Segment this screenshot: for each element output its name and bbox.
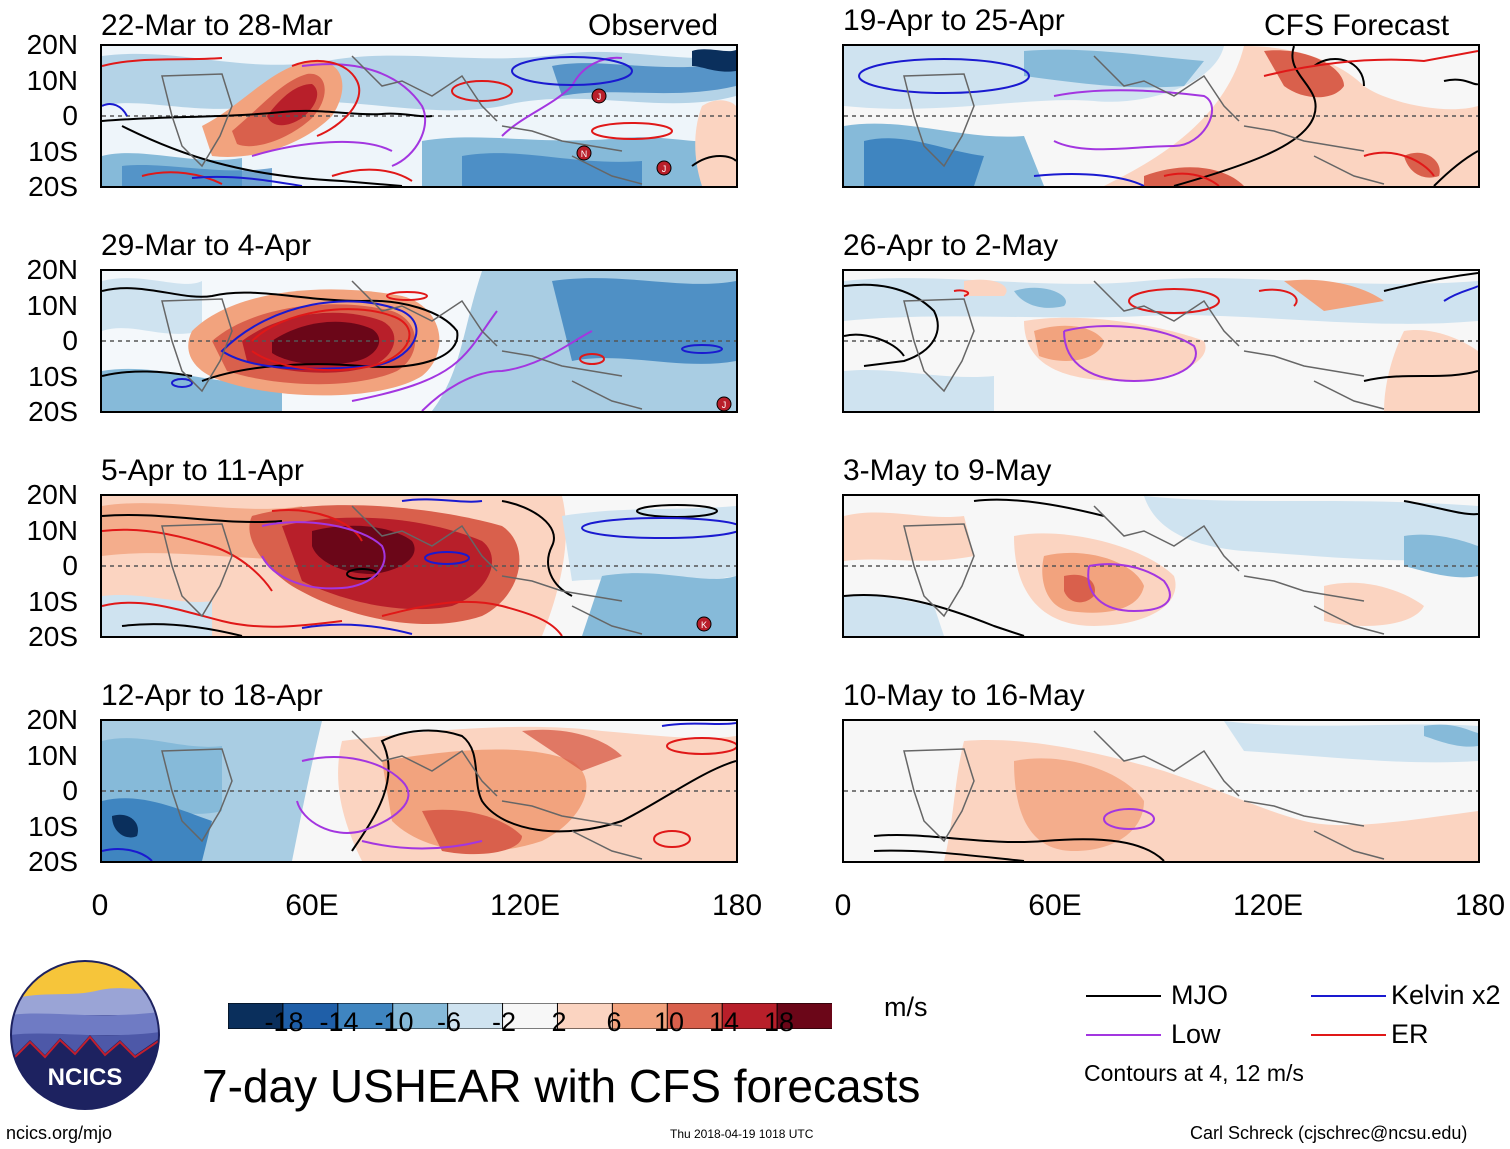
panel-title: 12-Apr to 18-Apr bbox=[101, 679, 323, 712]
y-tick: 20N bbox=[26, 254, 78, 285]
map-plot bbox=[844, 496, 1478, 636]
colorbar-label: -6 bbox=[436, 1007, 461, 1037]
website-link[interactable]: ncics.org/mjo bbox=[6, 1123, 113, 1143]
map-plot bbox=[844, 271, 1478, 411]
ncics-logo: NCICS bbox=[10, 960, 160, 1110]
colorbar-swatch bbox=[227, 1002, 284, 1030]
y-tick: 20S bbox=[28, 621, 78, 652]
storm-marker bbox=[716, 396, 732, 411]
colorbar-swatch bbox=[611, 1002, 669, 1030]
timestamp: Thu 2018-04-19 1018 UTC bbox=[670, 1127, 814, 1141]
map-plot: K bbox=[102, 496, 736, 636]
legend-label-kelvin: Kelvin x2 bbox=[1391, 980, 1501, 1010]
storm-marker bbox=[696, 616, 712, 632]
legend-label-mjo: MJO bbox=[1171, 980, 1228, 1010]
colorbar-swatch bbox=[721, 1002, 779, 1030]
colorbar-label: 6 bbox=[606, 1007, 622, 1037]
colorbar-unit: m/s bbox=[884, 992, 928, 1022]
colorbar-label: 14 bbox=[708, 1007, 740, 1037]
y-tick: 20S bbox=[28, 171, 78, 202]
x-tick: 120E bbox=[489, 889, 561, 922]
map-plot bbox=[844, 721, 1478, 861]
storm-marker bbox=[591, 88, 607, 104]
colorbar bbox=[227, 1002, 834, 1030]
main-title: 7-day USHEAR with CFS forecasts bbox=[202, 1060, 921, 1112]
x-tick: 180 bbox=[711, 889, 763, 922]
colorbar-label: 10 bbox=[653, 1007, 685, 1037]
forecast-column-header: CFS Forecast bbox=[1264, 9, 1450, 42]
logo-text: NCICS bbox=[48, 1064, 123, 1091]
y-tick: 20N bbox=[26, 479, 78, 510]
map-plot bbox=[844, 46, 1478, 186]
panel-title: 19-Apr to 25-Apr bbox=[843, 4, 1065, 37]
x-tick: 60E bbox=[285, 889, 339, 922]
map-plot: J N J bbox=[102, 46, 736, 186]
panel-title: 22-Mar to 28-Mar bbox=[101, 9, 333, 42]
y-tick: 0 bbox=[62, 775, 78, 806]
map-panel-12apr-18apr bbox=[100, 719, 738, 863]
y-tick: 10N bbox=[26, 65, 78, 96]
storm-marker-label: J bbox=[722, 400, 727, 410]
legend-swatch-kelvin bbox=[1311, 995, 1386, 997]
y-tick: 10N bbox=[26, 290, 78, 321]
map-plot bbox=[102, 721, 736, 861]
map-panel-5apr-11apr: K bbox=[100, 494, 738, 638]
legend-label-low: Low bbox=[1171, 1019, 1221, 1049]
colorbar-swatches bbox=[227, 1002, 834, 1030]
y-tick: 20N bbox=[26, 29, 78, 60]
panel-title: 3-May to 9-May bbox=[843, 454, 1052, 487]
map-plot: J bbox=[102, 271, 736, 411]
map-panel-29mar-4apr: J bbox=[100, 269, 738, 413]
colorbar-label: 18 bbox=[763, 1007, 795, 1037]
x-tick: 0 bbox=[834, 889, 852, 922]
colorbar-label: -10 bbox=[374, 1007, 414, 1037]
colorbar-label: -2 bbox=[491, 1007, 516, 1037]
y-tick: 10S bbox=[28, 136, 78, 167]
y-tick: 0 bbox=[62, 325, 78, 356]
storm-marker-label: K bbox=[701, 620, 707, 630]
colorbar-label: -18 bbox=[264, 1007, 304, 1037]
y-tick: 20S bbox=[28, 396, 78, 427]
colorbar-label: -14 bbox=[319, 1007, 359, 1037]
map-panel-26apr-2may bbox=[842, 269, 1480, 413]
y-tick: 10N bbox=[26, 740, 78, 771]
storm-marker bbox=[656, 160, 672, 176]
colorbar-label: 2 bbox=[551, 1007, 567, 1037]
y-tick: 10N bbox=[26, 515, 78, 546]
map-panel-3may-9may bbox=[842, 494, 1480, 638]
x-tick: 60E bbox=[1028, 889, 1082, 922]
y-tick: 0 bbox=[62, 550, 78, 581]
x-tick: 120E bbox=[1232, 889, 1304, 922]
y-tick: 20S bbox=[28, 846, 78, 877]
contour-legend: MJO Kelvin x2 Low ER bbox=[1086, 978, 1506, 1088]
y-tick: 20N bbox=[26, 704, 78, 735]
colorbar-swatch bbox=[447, 1002, 504, 1030]
legend-label-er: ER bbox=[1391, 1019, 1429, 1049]
panel-title: 10-May to 16-May bbox=[843, 679, 1085, 712]
storm-marker-label: N bbox=[581, 149, 588, 159]
map-panel-22mar-28mar: J N J bbox=[100, 44, 738, 188]
legend-swatch-low bbox=[1086, 1034, 1161, 1036]
legend-swatch-mjo bbox=[1086, 995, 1161, 997]
logo-icon: NCICS bbox=[10, 960, 160, 1110]
observed-column-header: Observed bbox=[588, 9, 719, 42]
y-tick: 10S bbox=[28, 586, 78, 617]
credit: Carl Schreck (cjschrec@ncsu.edu) bbox=[1190, 1123, 1468, 1143]
panel-title: 26-Apr to 2-May bbox=[843, 229, 1059, 262]
map-panel-19apr-25apr bbox=[842, 44, 1480, 188]
legend-swatch-er bbox=[1311, 1034, 1386, 1036]
storm-marker-label: J bbox=[662, 164, 667, 174]
panel-title: 5-Apr to 11-Apr bbox=[101, 454, 304, 487]
x-tick: 0 bbox=[91, 889, 109, 922]
y-tick: 0 bbox=[62, 100, 78, 131]
y-tick: 10S bbox=[28, 361, 78, 392]
x-tick: 180 bbox=[1454, 889, 1506, 922]
y-tick: 10S bbox=[28, 811, 78, 842]
storm-marker bbox=[576, 145, 592, 161]
colorbar-swatch bbox=[666, 1002, 724, 1030]
contours-note: Contours at 4, 12 m/s bbox=[1084, 1060, 1304, 1086]
panel-title: 29-Mar to 4-Apr bbox=[101, 229, 312, 262]
storm-marker-label: J bbox=[597, 92, 602, 102]
map-panel-10may-16may bbox=[842, 719, 1480, 863]
